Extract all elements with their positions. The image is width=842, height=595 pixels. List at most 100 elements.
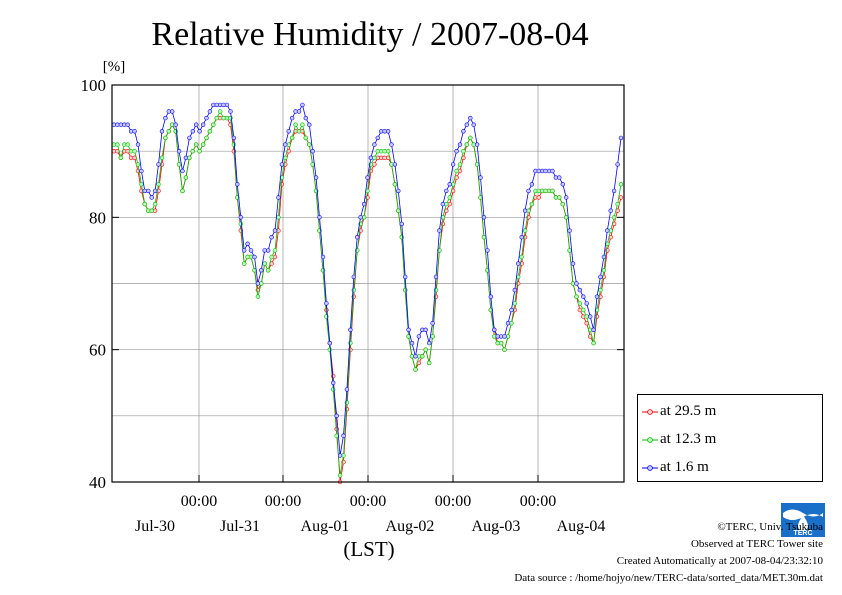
data-point-1: [348, 340, 353, 346]
data-point-0: [279, 182, 285, 187]
data-point-2: [515, 261, 521, 266]
data-point-1: [560, 201, 565, 207]
water-drop-icon: [798, 515, 808, 531]
data-point-1: [468, 135, 473, 141]
data-point-2: [409, 340, 415, 346]
credit-site: Observed at TERC Tower site: [690, 538, 823, 550]
data-point-1: [214, 115, 220, 121]
series-layer: [111, 102, 624, 485]
data-point-2: [488, 294, 493, 299]
data-point-1: [269, 254, 274, 260]
series-line-1: [114, 110, 622, 476]
data-point-2: [300, 102, 305, 108]
data-point-1: [567, 248, 572, 253]
data-point-2: [584, 301, 589, 306]
data-point-2: [468, 115, 473, 121]
data-point-2: [416, 334, 422, 339]
data-point-2: [361, 201, 367, 207]
x-date-label: Aug-03: [472, 518, 521, 535]
data-point-2: [351, 274, 356, 280]
data-point-2: [505, 321, 511, 326]
data-point-2: [132, 129, 137, 134]
data-point-1: [474, 162, 480, 167]
data-point-1: [485, 268, 490, 273]
legend-label-29-5m: at 29.5 m: [660, 403, 717, 419]
data-point-1: [200, 142, 206, 147]
data-point-2: [485, 248, 490, 253]
logo-wave-icon: [783, 509, 823, 520]
data-point-2: [358, 215, 363, 220]
data-point-2: [310, 149, 315, 154]
data-point-2: [502, 334, 507, 339]
data-point-2: [605, 228, 610, 233]
x-time-label: 00:00: [265, 493, 301, 510]
data-point-2: [286, 129, 291, 134]
data-point-1: [156, 182, 161, 187]
data-point-2: [406, 327, 411, 332]
data-point-1: [464, 142, 469, 147]
data-point-0: [536, 195, 541, 200]
data-point-2: [242, 248, 247, 253]
data-point-1: [574, 294, 579, 299]
data-point-2: [320, 254, 326, 260]
data-point-2: [474, 142, 480, 147]
data-point-1: [461, 149, 466, 154]
data-point-2: [413, 354, 418, 359]
data-point-2: [481, 215, 487, 220]
data-point-1: [423, 347, 428, 352]
data-point-1: [581, 307, 586, 313]
data-point-1: [180, 188, 185, 194]
data-point-2: [289, 115, 295, 121]
x-time-label: 00:00: [435, 493, 471, 510]
data-point-2: [337, 453, 343, 458]
data-point-1: [427, 360, 432, 366]
data-point-2: [259, 268, 264, 273]
legend-marker-1-6m: [642, 465, 658, 471]
data-point-2: [611, 188, 617, 194]
data-point-2: [190, 129, 196, 134]
data-point-2: [437, 228, 442, 233]
data-point-2: [440, 201, 446, 207]
data-point-2: [529, 182, 535, 187]
data-point-2: [567, 228, 572, 233]
data-point-2: [317, 215, 322, 220]
data-point-1: [512, 301, 517, 306]
data-point-2: [204, 115, 209, 121]
data-point-2: [344, 387, 350, 392]
data-point-2: [255, 281, 261, 286]
data-point-1: [420, 354, 425, 359]
data-point-2: [245, 241, 250, 247]
data-point-2: [313, 175, 319, 180]
data-point-2: [207, 109, 213, 114]
data-point-2: [238, 215, 244, 220]
data-point-2: [392, 162, 398, 167]
data-point-2: [385, 129, 391, 134]
data-point-2: [563, 195, 569, 200]
data-point-2: [433, 274, 439, 280]
data-point-2: [272, 228, 278, 233]
data-point-2: [403, 274, 408, 280]
data-point-2: [509, 307, 514, 313]
data-point-2: [423, 327, 428, 332]
legend-item-29-5m: at 29.5 m: [638, 402, 822, 422]
data-point-2: [450, 162, 456, 167]
data-point-2: [159, 129, 165, 134]
terc-logo: TERC: [781, 503, 825, 537]
data-point-2: [176, 149, 182, 154]
data-point-0: [618, 195, 624, 200]
data-point-1: [529, 201, 535, 207]
data-point-1: [159, 155, 165, 161]
data-point-1: [242, 261, 247, 266]
y-axis-unit: [%]: [103, 59, 126, 75]
legend-label-1-6m: at 1.6 m: [660, 459, 709, 475]
data-point-1: [337, 473, 343, 478]
data-point-1: [218, 109, 223, 114]
data-point-1: [194, 142, 199, 147]
data-point-2: [522, 208, 528, 213]
data-point-2: [550, 168, 555, 174]
data-point-1: [457, 162, 463, 167]
data-point-2: [341, 433, 346, 438]
x-time-label: 00:00: [350, 493, 386, 510]
x-axis-label: (LST): [343, 537, 394, 561]
